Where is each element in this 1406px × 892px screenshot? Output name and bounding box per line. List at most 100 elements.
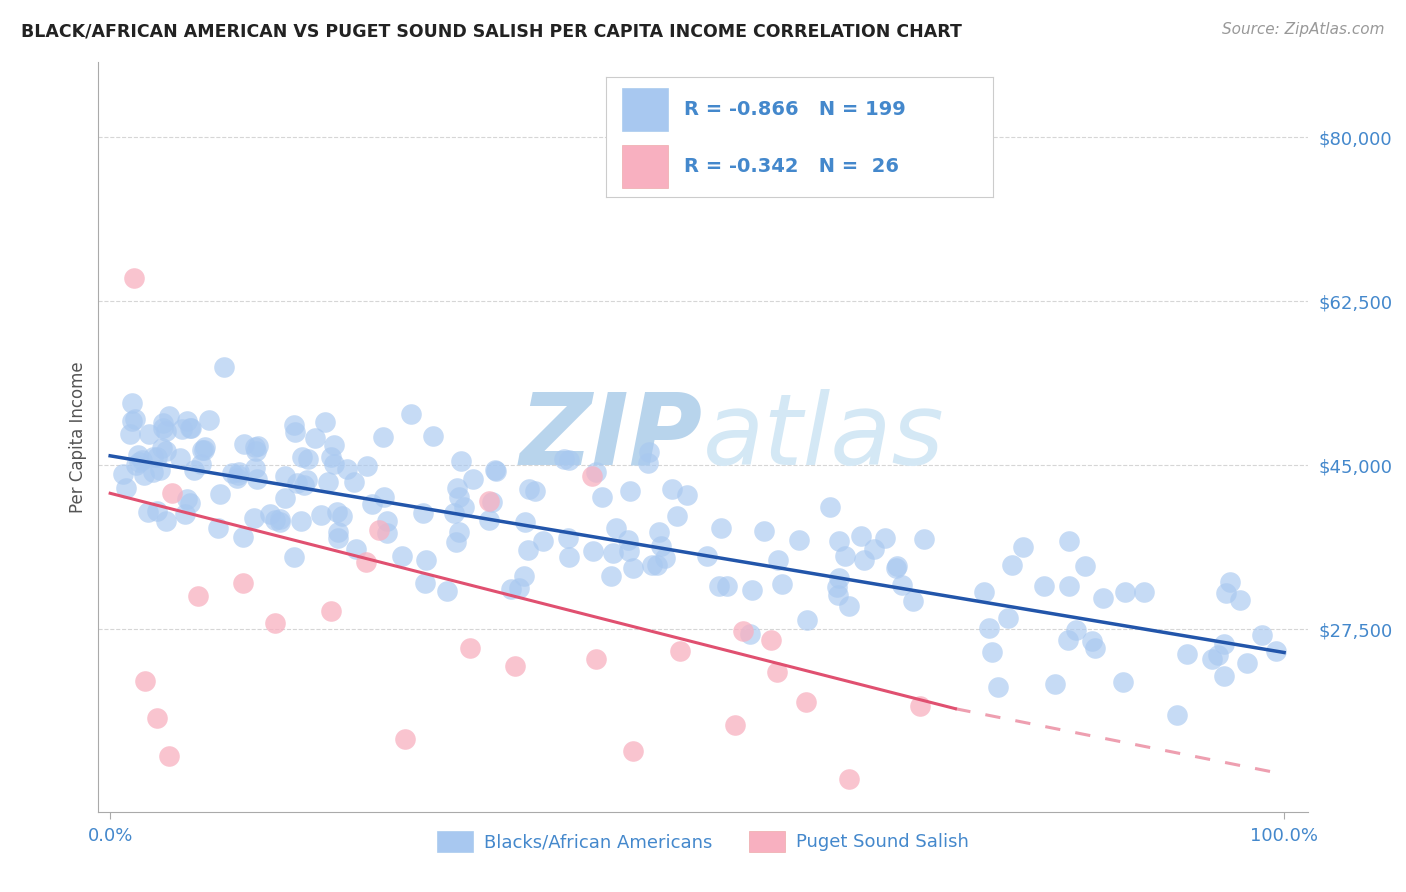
Point bbox=[461, 472, 484, 486]
Point bbox=[292, 478, 315, 492]
Point bbox=[232, 437, 254, 451]
Point bbox=[641, 558, 664, 572]
Point bbox=[581, 543, 603, 558]
Point bbox=[328, 532, 350, 546]
Point bbox=[834, 549, 856, 563]
Point bbox=[399, 407, 422, 421]
Point bbox=[226, 468, 249, 483]
Point bbox=[160, 486, 183, 500]
Point bbox=[243, 510, 266, 524]
Point bbox=[1091, 591, 1114, 605]
Point bbox=[724, 718, 747, 732]
Point bbox=[1000, 558, 1022, 572]
Point bbox=[770, 577, 793, 591]
Point bbox=[245, 444, 267, 458]
Point bbox=[361, 497, 384, 511]
Point bbox=[600, 569, 623, 583]
Y-axis label: Per Capita Income: Per Capita Income bbox=[69, 361, 87, 513]
Point bbox=[849, 529, 872, 543]
Point bbox=[273, 491, 295, 506]
Point bbox=[796, 695, 818, 709]
Point bbox=[413, 576, 436, 591]
Point bbox=[484, 463, 506, 477]
Point bbox=[269, 515, 291, 529]
Point bbox=[131, 453, 153, 467]
Point bbox=[371, 429, 394, 443]
Point bbox=[436, 583, 458, 598]
Point bbox=[503, 659, 526, 673]
Point bbox=[1064, 623, 1087, 637]
Point bbox=[443, 506, 465, 520]
Point bbox=[707, 579, 730, 593]
Point bbox=[326, 505, 349, 519]
Point bbox=[1012, 540, 1035, 554]
Point bbox=[766, 552, 789, 566]
Point bbox=[557, 531, 579, 545]
Point bbox=[648, 524, 671, 539]
Point bbox=[516, 543, 538, 558]
Point bbox=[838, 772, 860, 786]
Point bbox=[1084, 641, 1107, 656]
Point bbox=[853, 553, 876, 567]
Point bbox=[553, 452, 575, 467]
Point bbox=[422, 429, 444, 443]
Point bbox=[447, 525, 470, 540]
Point bbox=[710, 521, 733, 535]
Point bbox=[449, 490, 471, 504]
Point bbox=[1236, 657, 1258, 671]
Point bbox=[190, 457, 212, 471]
Point bbox=[283, 549, 305, 564]
Point bbox=[322, 457, 344, 471]
Point bbox=[149, 462, 172, 476]
Point bbox=[654, 551, 676, 566]
Point bbox=[368, 523, 391, 537]
Text: BLACK/AFRICAN AMERICAN VS PUGET SOUND SALISH PER CAPITA INCOME CORRELATION CHART: BLACK/AFRICAN AMERICAN VS PUGET SOUND SA… bbox=[21, 22, 962, 40]
Point bbox=[304, 431, 326, 445]
Point bbox=[343, 475, 366, 489]
Point bbox=[1177, 647, 1199, 661]
Point bbox=[291, 450, 314, 465]
Point bbox=[1073, 558, 1095, 573]
Point bbox=[759, 632, 782, 647]
Point bbox=[1043, 677, 1066, 691]
Point bbox=[145, 450, 167, 464]
Point bbox=[666, 508, 689, 523]
Point bbox=[825, 580, 848, 594]
Point bbox=[668, 644, 690, 658]
Point bbox=[412, 506, 434, 520]
Point bbox=[1057, 534, 1080, 549]
Point bbox=[446, 482, 468, 496]
Point bbox=[531, 533, 554, 548]
Point bbox=[591, 490, 613, 504]
Point bbox=[344, 542, 367, 557]
Point bbox=[1212, 668, 1234, 682]
Point bbox=[1033, 579, 1056, 593]
Legend: Blacks/African Americans, Puget Sound Salish: Blacks/African Americans, Puget Sound Sa… bbox=[430, 823, 976, 859]
Point bbox=[827, 588, 849, 602]
Point bbox=[997, 611, 1019, 625]
Point bbox=[891, 578, 914, 592]
Point bbox=[716, 578, 738, 592]
Point bbox=[125, 458, 148, 472]
Point bbox=[284, 425, 307, 440]
Text: ZIP: ZIP bbox=[520, 389, 703, 485]
Point bbox=[481, 495, 503, 509]
Point bbox=[910, 698, 932, 713]
Point bbox=[621, 560, 644, 574]
Point bbox=[637, 456, 659, 470]
Point bbox=[981, 644, 1004, 658]
Point bbox=[884, 561, 907, 575]
Point bbox=[142, 466, 165, 480]
Point bbox=[311, 508, 333, 522]
Point bbox=[828, 534, 851, 549]
Point bbox=[517, 482, 540, 496]
Point bbox=[875, 531, 897, 545]
Point bbox=[558, 453, 581, 467]
Point bbox=[638, 445, 661, 459]
Point bbox=[245, 440, 267, 454]
Point bbox=[183, 463, 205, 477]
Point bbox=[134, 673, 156, 688]
Point bbox=[1133, 584, 1156, 599]
Point bbox=[209, 487, 232, 501]
Point bbox=[973, 585, 995, 599]
